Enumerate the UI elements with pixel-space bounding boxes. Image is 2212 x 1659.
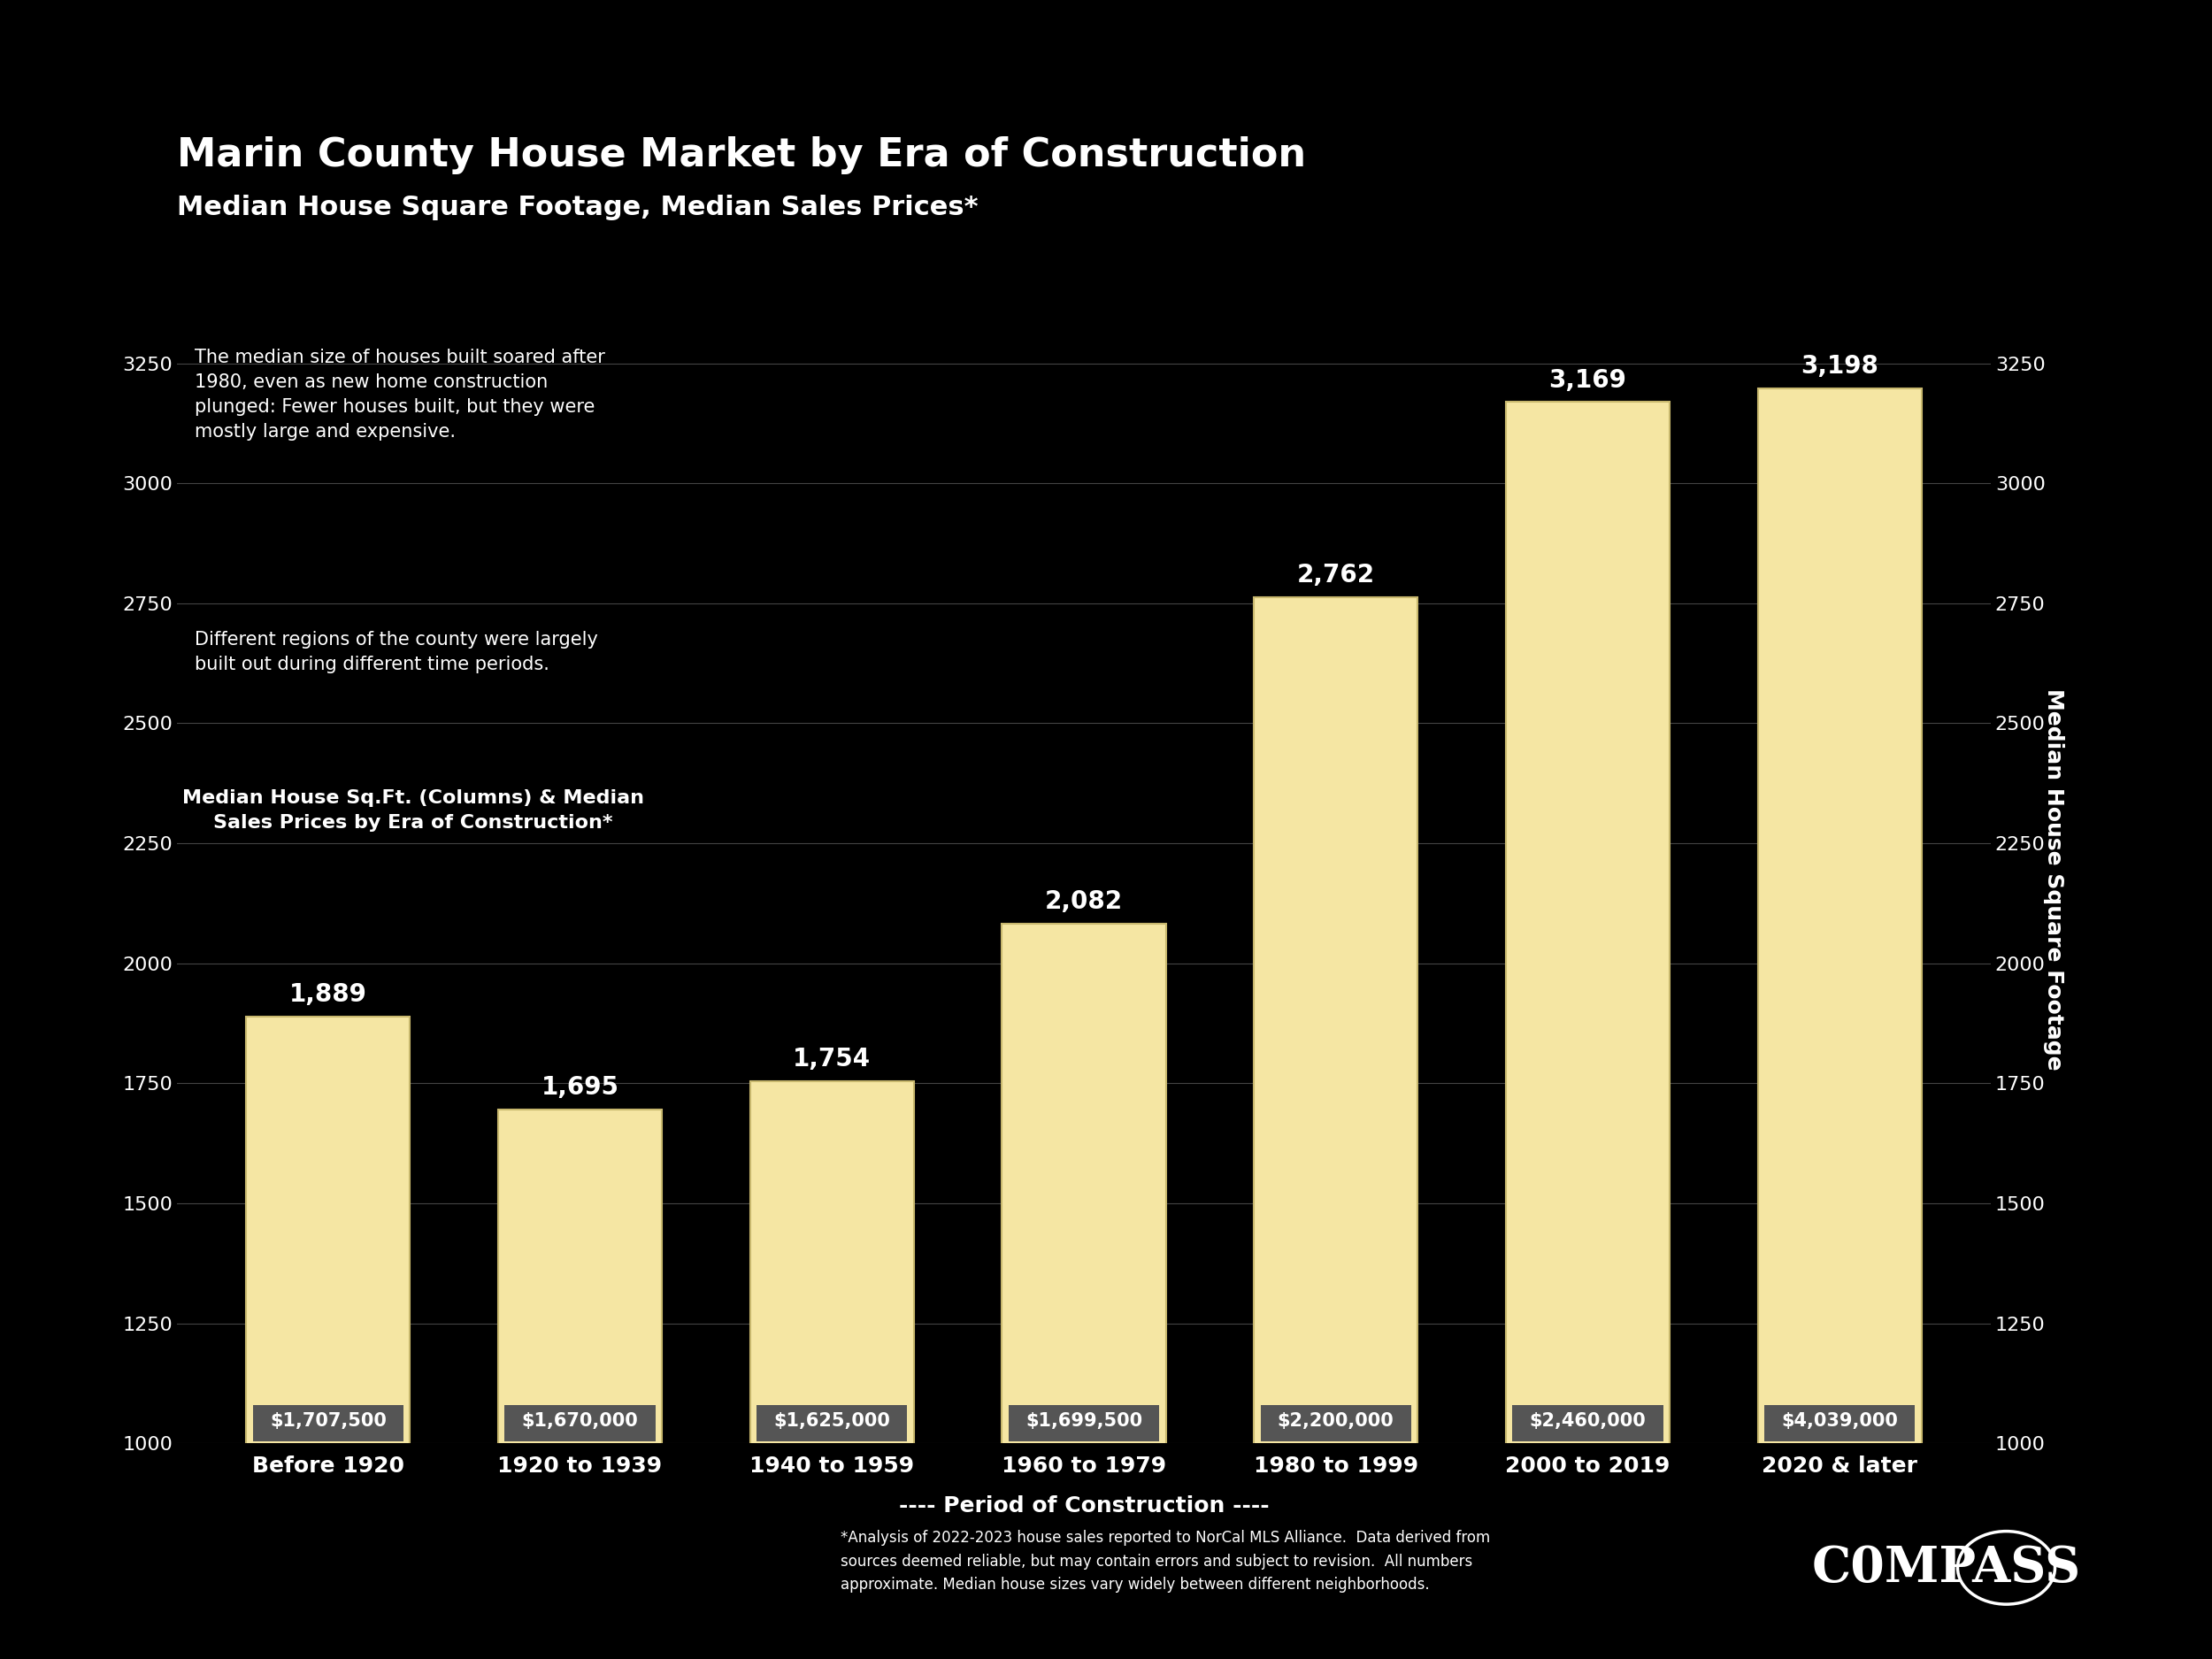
Text: Median House Sq.Ft. (Columns) & Median
Sales Prices by Era of Construction*: Median House Sq.Ft. (Columns) & Median S… <box>181 790 644 831</box>
FancyBboxPatch shape <box>1261 1405 1411 1442</box>
FancyBboxPatch shape <box>757 1405 907 1442</box>
Text: 3,198: 3,198 <box>1801 353 1878 378</box>
Text: $1,625,000: $1,625,000 <box>774 1412 889 1430</box>
Text: $2,200,000: $2,200,000 <box>1279 1412 1394 1430</box>
Bar <box>1506 401 1670 1659</box>
Text: $1,699,500: $1,699,500 <box>1026 1412 1141 1430</box>
Bar <box>1759 388 1922 1659</box>
X-axis label: ---- Period of Construction ----: ---- Period of Construction ---- <box>898 1495 1270 1516</box>
Text: C0MPASS: C0MPASS <box>1812 1545 2081 1593</box>
Text: 3,169: 3,169 <box>1548 368 1626 393</box>
Y-axis label: Median House Square Footage: Median House Square Footage <box>2042 688 2064 1070</box>
Text: Marin County House Market by Era of Construction: Marin County House Market by Era of Cons… <box>177 136 1305 174</box>
Text: 1,695: 1,695 <box>542 1075 619 1100</box>
FancyBboxPatch shape <box>1513 1405 1663 1442</box>
Text: 1,754: 1,754 <box>792 1047 872 1072</box>
Text: Median House Square Footage, Median Sales Prices*: Median House Square Footage, Median Sale… <box>177 196 978 221</box>
Text: 1,889: 1,889 <box>290 982 367 1007</box>
Text: 2,082: 2,082 <box>1044 889 1124 914</box>
Text: $4,039,000: $4,039,000 <box>1781 1412 1898 1430</box>
FancyBboxPatch shape <box>504 1405 655 1442</box>
Text: 2,762: 2,762 <box>1296 562 1376 587</box>
Bar <box>498 1110 661 1659</box>
Text: $1,670,000: $1,670,000 <box>522 1412 639 1430</box>
Bar <box>1002 924 1166 1659</box>
FancyBboxPatch shape <box>1765 1405 1916 1442</box>
Bar <box>1254 597 1418 1659</box>
Text: $2,460,000: $2,460,000 <box>1528 1412 1646 1430</box>
FancyBboxPatch shape <box>252 1405 403 1442</box>
Bar <box>246 1017 409 1659</box>
Text: $1,707,500: $1,707,500 <box>270 1412 387 1430</box>
FancyBboxPatch shape <box>1009 1405 1159 1442</box>
Bar <box>750 1082 914 1659</box>
Text: *Analysis of 2022-2023 house sales reported to NorCal MLS Alliance.  Data derive: *Analysis of 2022-2023 house sales repor… <box>841 1530 1491 1593</box>
Text: Different regions of the county were largely
built out during different time per: Different regions of the county were lar… <box>195 630 599 674</box>
Text: The median size of houses built soared after
1980, even as new home construction: The median size of houses built soared a… <box>195 348 606 441</box>
